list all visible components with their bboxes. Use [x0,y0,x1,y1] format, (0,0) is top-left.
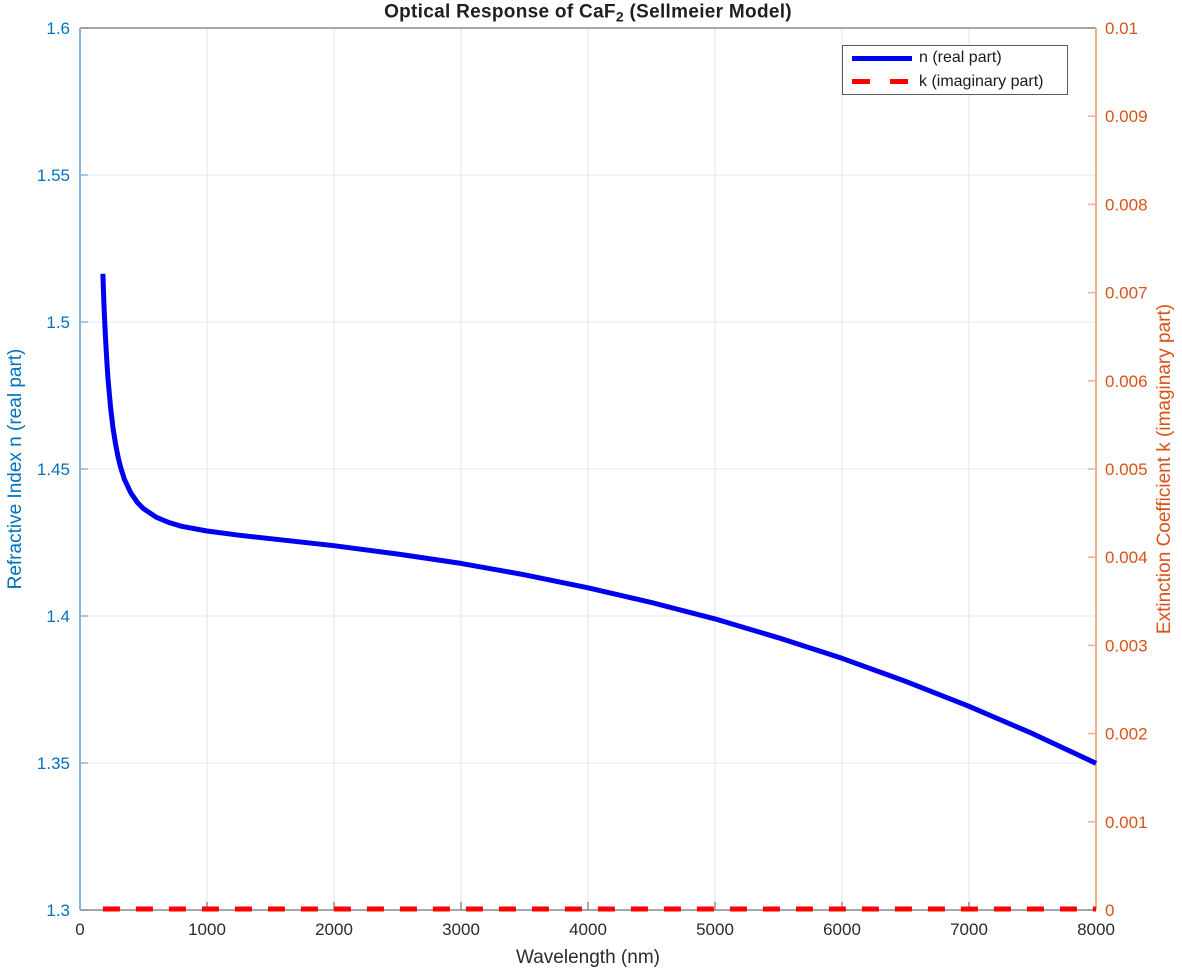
chart-title-suffix: (Sellmeier Model) [623,1,792,23]
y-axis-label-left: Refractive Index n (real part) [5,348,26,590]
y-right-tick-label: 0.004 [1105,548,1148,567]
x-tick-label: 1000 [188,920,226,939]
chart-title: Optical Response of CaF2 (Sellmeier Mode… [384,2,792,25]
y-right-tick-label: 0.002 [1105,725,1148,744]
y-left-tick-label: 1.3 [46,901,70,920]
n-curve [100,273,1098,766]
x-tick-label: 0 [75,920,84,939]
y-left-tick-label: 1.6 [46,19,70,38]
y-right-tick-label: 0 [1105,901,1114,920]
x-tick-label: 8000 [1077,920,1115,939]
y-right-tick-label: 0.001 [1105,813,1148,832]
y-left-tick-label: 1.4 [46,607,70,626]
legend-item-n: n (real part) [852,47,1067,69]
y-axis-label-right: Extinction Coefficient k (imaginary part… [1154,303,1175,635]
y-right-tick-label: 0.005 [1105,460,1148,479]
y-right-tick-label: 0.003 [1105,636,1148,655]
y-left-tick-label: 1.55 [37,166,70,185]
legend-line-dashed [852,79,912,85]
x-tick-label: 6000 [823,920,861,939]
y-right-tick-label: 0.01 [1105,19,1138,38]
legend-label-n: n (real part) [919,49,1002,67]
x-tick-label: 4000 [569,920,607,939]
y-right-tick-label: 0.007 [1105,284,1148,303]
y-left-tick-label: 1.45 [37,460,70,479]
chart-title-text: Optical Response of CaF [384,1,616,23]
legend: n (real part) k (imaginary part) [842,45,1068,95]
x-tick-label: 5000 [696,920,734,939]
x-tick-label: 2000 [315,920,353,939]
chart-title-subscript: 2 [615,8,624,25]
x-axis-label: Wavelength (nm) [516,947,660,968]
legend-item-k: k (imaginary part) [852,71,1067,93]
y-right-tick-label: 0.009 [1105,107,1148,126]
legend-line-solid [852,55,912,61]
x-tick-label: 7000 [950,920,988,939]
y-left-tick-label: 1.5 [46,313,70,332]
y-right-tick-label: 0.006 [1105,372,1148,391]
legend-label-k: k (imaginary part) [919,72,1044,90]
y-left-tick-label: 1.35 [37,754,70,773]
x-tick-label: 3000 [442,920,480,939]
y-right-tick-label: 0.008 [1105,195,1148,214]
